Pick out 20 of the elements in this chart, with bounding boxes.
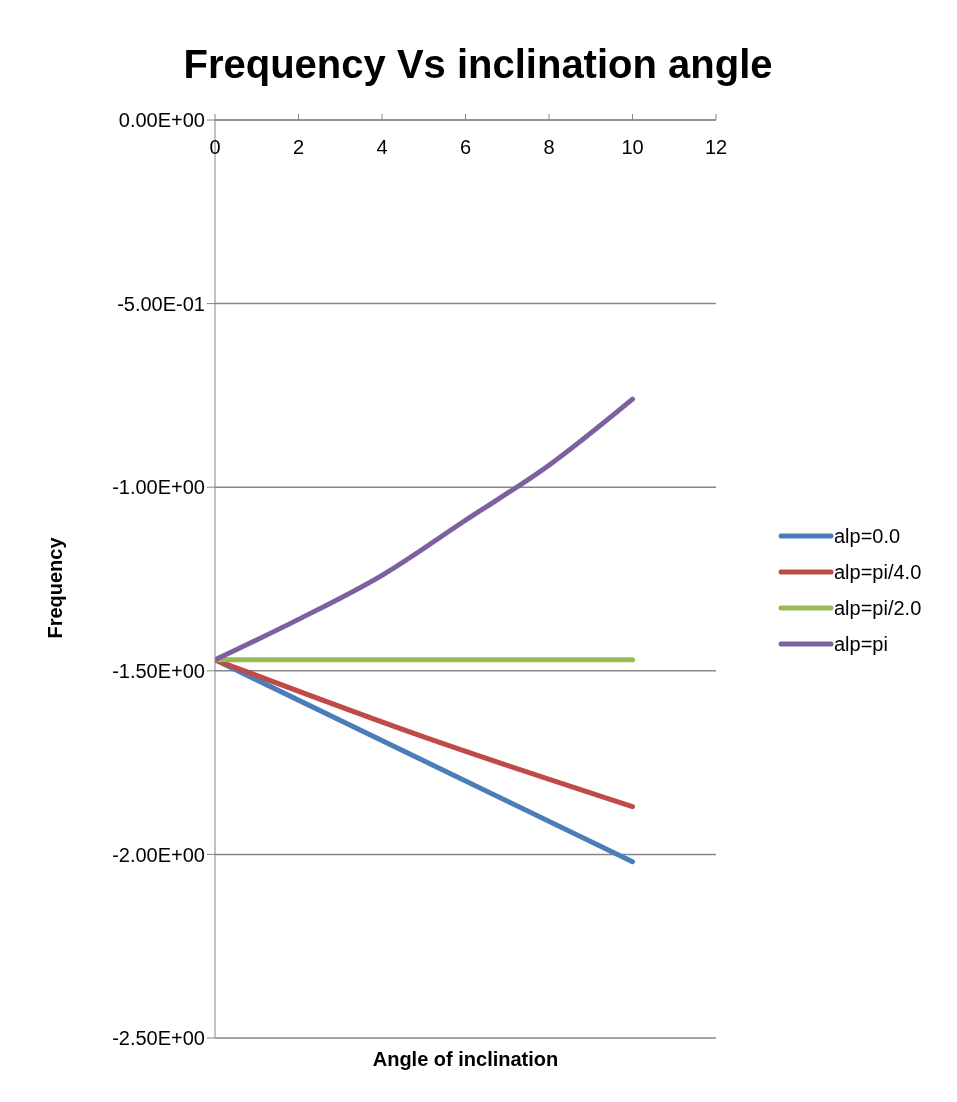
- legend-label: alp=pi/2.0: [834, 596, 922, 620]
- legend-label: alp=0.0: [834, 524, 901, 548]
- y-tick-label: -5.00E-01: [117, 292, 205, 315]
- y-axis-title: Frequency: [43, 537, 67, 639]
- x-tick-label: 0: [209, 136, 221, 158]
- x-tick-label: 10: [621, 136, 644, 158]
- legend-label: alp=pi/4.0: [834, 560, 922, 584]
- y-tick-label: -1.00E+00: [112, 476, 205, 499]
- y-tick-label: -2.00E+00: [112, 843, 205, 866]
- chart-title: Frequency Vs inclination angle: [182, 42, 774, 87]
- x-tick-label: 6: [459, 136, 472, 158]
- x-tick-label: 8: [543, 136, 555, 158]
- y-tick-label: 0.00E+00: [118, 109, 205, 132]
- y-tick-label: -1.50E+00: [112, 659, 205, 682]
- x-tick-label: 2: [292, 136, 305, 158]
- y-tick-label: -2.50E+00: [112, 1027, 205, 1050]
- x-tick-label: 12: [704, 136, 728, 158]
- legend-label: alp=pi: [834, 632, 888, 656]
- x-axis-title: Angle of inclination: [371, 1048, 560, 1071]
- x-tick-label: 4: [376, 136, 388, 158]
